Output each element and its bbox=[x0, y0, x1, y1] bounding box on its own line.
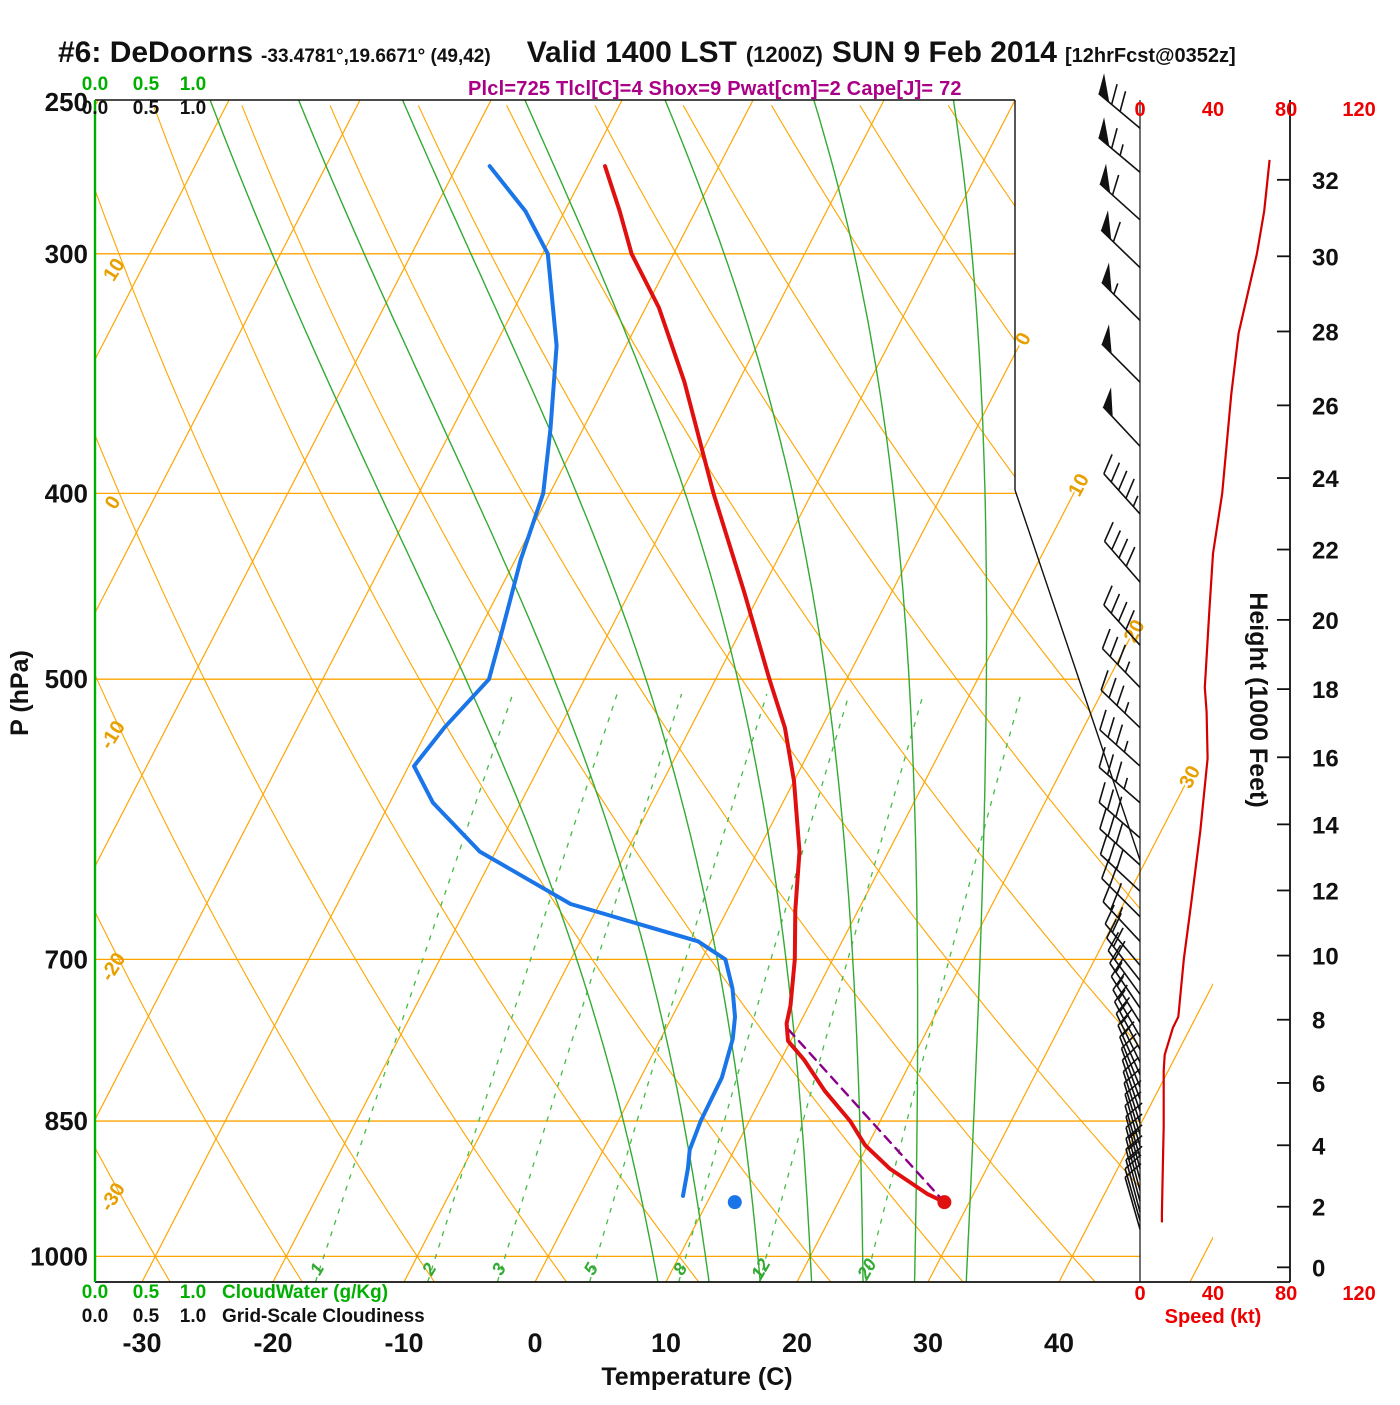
forecast-tag: [12hrFcst@0352z] bbox=[1064, 45, 1236, 67]
surface-dewpoint-dot bbox=[727, 1195, 742, 1210]
svg-text:40: 40 bbox=[1202, 99, 1224, 121]
svg-text:20: 20 bbox=[1120, 616, 1150, 646]
svg-text:-30: -30 bbox=[96, 1179, 130, 1215]
svg-text:12: 12 bbox=[1312, 878, 1339, 905]
station-name: #6: DeDoorns bbox=[58, 36, 254, 69]
dry-adiabats bbox=[95, 104, 1140, 1282]
svg-text:-10: -10 bbox=[384, 1328, 423, 1358]
svg-text:80: 80 bbox=[1275, 1283, 1297, 1305]
svg-text:0.5: 0.5 bbox=[133, 1282, 160, 1303]
dewpoint-curve bbox=[412, 164, 737, 1198]
svg-text:-10: -10 bbox=[96, 717, 130, 753]
svg-text:14: 14 bbox=[1312, 812, 1339, 839]
svg-text:26: 26 bbox=[1312, 393, 1339, 420]
svg-text:0.5: 0.5 bbox=[133, 74, 160, 95]
svg-text:6: 6 bbox=[1312, 1071, 1325, 1098]
svg-text:28: 28 bbox=[1312, 319, 1339, 346]
svg-text:16: 16 bbox=[1312, 745, 1339, 772]
svg-text:20: 20 bbox=[782, 1328, 812, 1358]
svg-text:0.0: 0.0 bbox=[82, 74, 108, 95]
svg-text:700: 700 bbox=[45, 944, 88, 974]
svg-text:850: 850 bbox=[45, 1106, 88, 1136]
svg-text:0.5: 0.5 bbox=[133, 1306, 160, 1327]
svg-text:18: 18 bbox=[1312, 677, 1339, 704]
svg-text:0.0: 0.0 bbox=[82, 1282, 108, 1303]
params-line: Plcl=725 Tlcl[C]=4 Shox=9 Pwat[cm]=2 Cap… bbox=[468, 78, 962, 100]
svg-text:0: 0 bbox=[1134, 1283, 1145, 1305]
svg-text:30: 30 bbox=[1175, 762, 1205, 792]
svg-text:20: 20 bbox=[853, 1255, 881, 1283]
svg-text:250: 250 bbox=[45, 87, 88, 117]
svg-text:1.0: 1.0 bbox=[180, 1306, 206, 1327]
parcel_path-curve bbox=[785, 1026, 946, 1204]
station-coords: -33.4781°,19.6671° (49,42) bbox=[261, 46, 491, 67]
svg-text:5: 5 bbox=[580, 1259, 603, 1279]
svg-text:Height (1000 Feet): Height (1000 Feet) bbox=[1244, 592, 1272, 807]
svg-text:2: 2 bbox=[1312, 1195, 1325, 1222]
svg-text:CloudWater (g/Kg): CloudWater (g/Kg) bbox=[222, 1282, 388, 1303]
svg-text:Speed (kt): Speed (kt) bbox=[1165, 1306, 1262, 1328]
svg-text:10: 10 bbox=[99, 255, 129, 286]
svg-text:80: 80 bbox=[1275, 99, 1297, 121]
pressure-gridlines bbox=[95, 253, 1140, 1258]
svg-text:0.0: 0.0 bbox=[82, 1306, 108, 1327]
surface-temperature-dot bbox=[937, 1195, 952, 1210]
svg-text:0: 0 bbox=[1134, 99, 1145, 121]
valid-date: SUN 9 Feb 2014 bbox=[831, 36, 1057, 69]
svg-text:1.0: 1.0 bbox=[180, 98, 206, 119]
svg-text:Temperature (C): Temperature (C) bbox=[601, 1363, 792, 1391]
temperature-curve bbox=[603, 164, 947, 1205]
svg-text:0: 0 bbox=[1312, 1255, 1325, 1282]
svg-text:10: 10 bbox=[651, 1328, 681, 1358]
svg-text:300: 300 bbox=[45, 239, 88, 269]
plot-frame bbox=[93, 99, 1291, 1283]
header-title: #6: DeDoorns -33.4781°,19.6671° (49,42) … bbox=[58, 36, 1236, 70]
svg-text:1: 1 bbox=[306, 1260, 328, 1279]
svg-text:-30: -30 bbox=[122, 1328, 161, 1358]
svg-text:1000: 1000 bbox=[30, 1241, 88, 1271]
svg-text:P (hPa): P (hPa) bbox=[6, 650, 34, 736]
svg-text:3: 3 bbox=[488, 1260, 510, 1279]
svg-text:20: 20 bbox=[1312, 608, 1339, 635]
svg-text:1.0: 1.0 bbox=[180, 1282, 206, 1303]
svg-text:24: 24 bbox=[1312, 466, 1339, 493]
svg-text:120: 120 bbox=[1342, 1283, 1375, 1305]
svg-text:8: 8 bbox=[669, 1260, 691, 1279]
svg-text:30: 30 bbox=[1312, 244, 1339, 271]
surface-dots bbox=[727, 1195, 952, 1210]
moist-adiabats bbox=[207, 100, 988, 1282]
svg-text:1.0: 1.0 bbox=[180, 74, 206, 95]
wind-barbs bbox=[1098, 73, 1143, 1230]
mixing-ratio-lines bbox=[314, 693, 1022, 1282]
valid-time: Valid 1400 LST bbox=[526, 36, 737, 69]
svg-text:10: 10 bbox=[1312, 944, 1339, 971]
svg-text:12: 12 bbox=[747, 1255, 774, 1282]
svg-text:10: 10 bbox=[1064, 470, 1094, 500]
svg-text:2: 2 bbox=[418, 1260, 441, 1280]
svg-text:120: 120 bbox=[1342, 99, 1375, 121]
svg-text:4: 4 bbox=[1312, 1133, 1326, 1160]
svg-text:0.0: 0.0 bbox=[82, 98, 108, 119]
svg-text:22: 22 bbox=[1312, 538, 1339, 565]
svg-text:40: 40 bbox=[1202, 1283, 1224, 1305]
svg-text:40: 40 bbox=[1044, 1328, 1074, 1358]
svg-text:0: 0 bbox=[101, 492, 126, 513]
speed-profile bbox=[1160, 159, 1271, 1223]
svg-text:400: 400 bbox=[45, 478, 88, 508]
svg-text:8: 8 bbox=[1312, 1008, 1325, 1035]
svg-text:Grid-Scale Cloudiness: Grid-Scale Cloudiness bbox=[222, 1306, 425, 1327]
svg-text:0: 0 bbox=[527, 1328, 542, 1358]
svg-text:-20: -20 bbox=[253, 1328, 292, 1358]
svg-text:0.5: 0.5 bbox=[133, 98, 160, 119]
svg-text:500: 500 bbox=[45, 664, 88, 694]
svg-text:30: 30 bbox=[913, 1328, 943, 1358]
svg-text:32: 32 bbox=[1312, 168, 1339, 195]
valid-z: (1200Z) bbox=[745, 42, 823, 67]
svg-text:-20: -20 bbox=[96, 949, 130, 985]
